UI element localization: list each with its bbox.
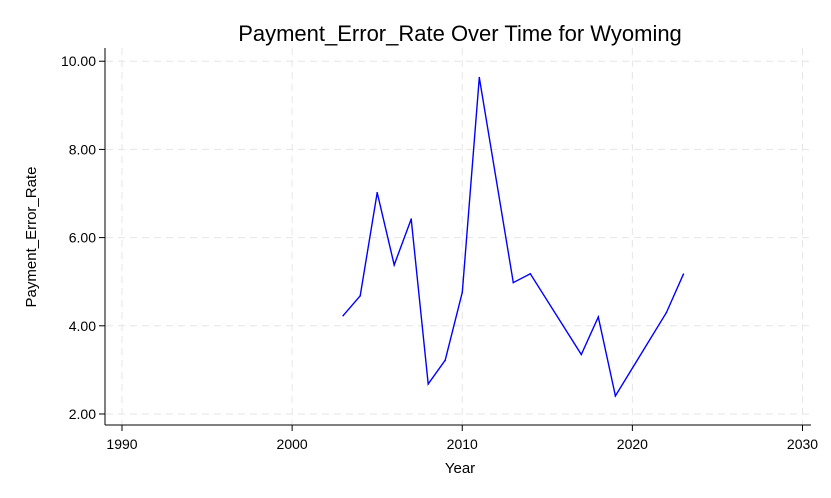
- data-point: [342, 314, 344, 317]
- x-axis-label: Year: [445, 460, 475, 477]
- y-axis-label: Payment_Error_Rate: [23, 167, 40, 308]
- data-point: [376, 191, 378, 194]
- x-tick-label: 2020: [617, 436, 648, 452]
- axes: [99, 48, 811, 431]
- data-point: [359, 295, 361, 297]
- data-point: [597, 316, 600, 318]
- data-point: [614, 395, 617, 397]
- y-tick-label: 6.00: [69, 230, 96, 246]
- series-line: [342, 77, 685, 398]
- x-tick-labels: 1990 2000 2010 2020 2030: [106, 436, 818, 452]
- x-tick-label: 2000: [277, 436, 308, 452]
- grid-lines: [106, 48, 811, 424]
- data-point: [444, 359, 447, 361]
- y-tick-label: 8.00: [69, 141, 96, 157]
- data-point: [427, 383, 430, 385]
- x-tick-label: 2010: [447, 436, 478, 452]
- data-point: [461, 291, 464, 294]
- data-point: [478, 76, 481, 79]
- data-point: [682, 273, 685, 276]
- y-tick-labels: 2.00 4.00 6.00 8.00 10.00: [61, 53, 96, 422]
- x-tick-label: 2030: [787, 436, 818, 452]
- data-point: [410, 218, 413, 220]
- y-tick-label: 2.00: [69, 406, 96, 422]
- data-point: [529, 272, 532, 275]
- x-tick-label: 1990: [106, 436, 137, 452]
- series-group: [342, 76, 685, 398]
- data-point: [393, 264, 396, 266]
- data-point: [665, 311, 668, 314]
- y-tick-label: 10.00: [61, 53, 96, 69]
- chart-title: Payment_Error_Rate Over Time for Wyoming: [238, 21, 682, 46]
- data-point: [512, 281, 515, 284]
- data-point: [580, 353, 583, 356]
- y-tick-label: 4.00: [69, 318, 96, 334]
